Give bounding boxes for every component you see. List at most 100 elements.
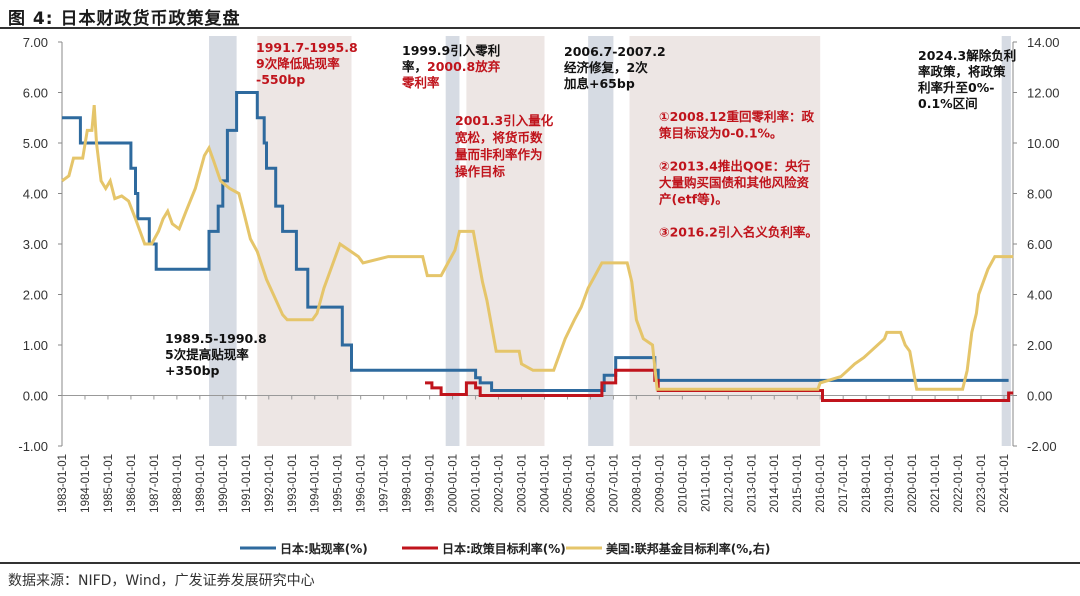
x-tick-label: 1984-01-01 [80, 454, 92, 513]
figure-title: 图 4: 日本财政货币政策复盘 [8, 9, 241, 29]
annotation-text: ②2013.4推出QQE：央行 [659, 159, 811, 174]
legend: 日本:贴现率(%) 日本:政策目标利率(%) 美国:联邦基金目标利率(%,右) [240, 541, 770, 556]
x-tick-label: 2000-01-01 [448, 454, 460, 513]
x-tick-label: 2004-01-01 [539, 454, 551, 513]
annotation-text: 加息+65bp [563, 76, 635, 91]
data-source: 数据来源：NIFD，Wind，广发证券发展研究中心 [8, 573, 315, 589]
shaded-period [257, 36, 352, 446]
annotation-text: 利率升至0%- [918, 80, 994, 95]
y-tick-label: 1.00 [23, 338, 48, 353]
series-line [62, 91, 1009, 392]
x-tick-label: 2016-01-01 [815, 454, 827, 513]
series-line [61, 104, 1014, 391]
x-tick-label: 2022-01-01 [953, 454, 965, 513]
y2-tick-label: 14.00 [1027, 35, 1060, 50]
x-tick-label: 1989-01-01 [195, 454, 207, 513]
annotation-text: 零利率 [401, 75, 440, 90]
shaded-period [445, 36, 460, 446]
shaded-period [466, 36, 545, 446]
legend-label: 美国:联邦基金目标利率(%,右) [606, 541, 770, 556]
annotation-text: 5次提高贴现率 [165, 347, 249, 362]
x-tick-label: 2002-01-01 [494, 454, 506, 513]
annotation-text: 经济修复，2次 [564, 60, 648, 75]
annotation-text: 1991.7-1995.8 [256, 40, 358, 55]
annotation-text: 2024.3解除负利 [918, 48, 1016, 63]
x-axis-ticks: 1983-01-01 1984-01-01 1985-01-01 1986-01-01… [57, 395, 1011, 513]
y2-tick-label: 10.00 [1027, 136, 1060, 151]
annotation-text: 率，2000.8放弃 [402, 59, 501, 74]
annotation-text: ③2016.2引入名义负利率。 [659, 225, 818, 240]
x-tick-label: 2010-01-01 [677, 454, 689, 513]
annotation-text: 1989.5-1990.8 [165, 331, 267, 346]
top-rule [0, 27, 1080, 29]
x-tick-label: 2006-01-01 [585, 454, 597, 513]
y-tick-label: 5.00 [23, 136, 48, 151]
x-tick-label: 2023-01-01 [976, 454, 988, 513]
x-tick-label: 1990-01-01 [218, 454, 230, 513]
annotation-text: 9次降低贴现率 [256, 56, 340, 71]
x-tick-label: 2012-01-01 [723, 454, 735, 513]
shaded-period [209, 36, 237, 446]
x-tick-label: 2014-01-01 [769, 454, 781, 513]
y-tick-label: 0.00 [23, 389, 48, 404]
x-tick-label: 1994-01-01 [310, 454, 322, 513]
series-lines [61, 91, 1014, 402]
annotation-text: +350bp [165, 363, 220, 378]
x-tick-label: 1993-01-01 [287, 454, 299, 513]
x-tick-label: 2008-01-01 [631, 454, 643, 513]
left-axis-ticks: 7.00 6.00 5.00 4.00 3.00 2.00 1.00 0.00 -1.00 [18, 35, 62, 454]
y-tick-label: 3.00 [23, 237, 48, 252]
annotation-text: 1999.9引入零利 [402, 43, 500, 58]
x-tick-label: 2024-01-01 [999, 454, 1011, 513]
x-tick-label: 1999-01-01 [425, 454, 437, 513]
annotation-text: 策目标设为0-0.1%。 [659, 126, 783, 141]
annotation-text: 大量购买国债和其他风险资 [659, 175, 810, 190]
x-tick-label: 2017-01-01 [838, 454, 850, 513]
shaded-periods [209, 36, 1011, 446]
y2-tick-label: 0.00 [1027, 389, 1052, 404]
chart-canvas: 7.00 6.00 5.00 4.00 3.00 2.00 1.00 0.00 -1.00 14.… [18, 35, 1060, 556]
x-tick-label: 1991-01-01 [241, 454, 253, 513]
y2-tick-label: 6.00 [1027, 237, 1052, 252]
x-tick-label: 1996-01-01 [356, 454, 368, 513]
right-axis-ticks: 14.00 12.00 10.00 8.00 6.00 4.00 2.00 0.00 -2.00 [1013, 35, 1060, 454]
annotation-text: ①2008.12重回零利率：政 [659, 109, 815, 124]
legend-label: 日本:政策目标利率(%) [442, 541, 566, 556]
x-tick-label: 1997-01-01 [379, 454, 391, 513]
y2-tick-label: 4.00 [1027, 288, 1052, 303]
x-tick-label: 1983-01-01 [57, 454, 69, 513]
shaded-period [1001, 36, 1011, 446]
annotation-text: 2006.7-2007.2 [564, 44, 666, 59]
x-tick-label: 1986-01-01 [126, 454, 138, 513]
x-tick-label: 2005-01-01 [562, 454, 574, 513]
x-tick-label: 2009-01-01 [654, 454, 666, 513]
x-tick-label: 2001-01-01 [471, 454, 483, 513]
annotation-text: 宽松，将货币数 [454, 130, 543, 145]
bottom-rule [0, 562, 1080, 564]
x-tick-label: 2013-01-01 [746, 454, 758, 513]
y2-tick-label: 12.00 [1027, 86, 1060, 101]
annotation-text: 率政策，将政策 [918, 64, 1006, 79]
x-tick-label: 1988-01-01 [172, 454, 184, 513]
x-tick-label: 1998-01-01 [402, 454, 414, 513]
x-tick-label: 2003-01-01 [517, 454, 529, 513]
annotation-text: 2001.3引入量化 [455, 113, 554, 128]
x-tick-label: 2007-01-01 [608, 454, 620, 513]
legend-label: 日本:贴现率(%) [280, 541, 368, 556]
annotation-text: 产(etf等)。 [659, 192, 728, 207]
x-tick-label: 2021-01-01 [930, 454, 942, 513]
x-tick-label: 2020-01-01 [907, 454, 919, 513]
series-line [425, 368, 1014, 402]
x-tick-label: 1995-01-01 [333, 454, 345, 513]
x-tick-label: 2015-01-01 [792, 454, 804, 513]
shaded-period [629, 36, 821, 446]
y2-tick-label: -2.00 [1027, 439, 1057, 454]
y-tick-label: 7.00 [23, 35, 48, 50]
x-tick-label: 1992-01-01 [264, 454, 276, 513]
y-tick-label: 6.00 [23, 86, 48, 101]
x-tick-label: 2018-01-01 [861, 454, 873, 513]
annotation-text: 操作目标 [455, 164, 506, 179]
annotation-text: 量而非利率作为 [455, 147, 543, 162]
y-tick-label: 2.00 [23, 288, 48, 303]
